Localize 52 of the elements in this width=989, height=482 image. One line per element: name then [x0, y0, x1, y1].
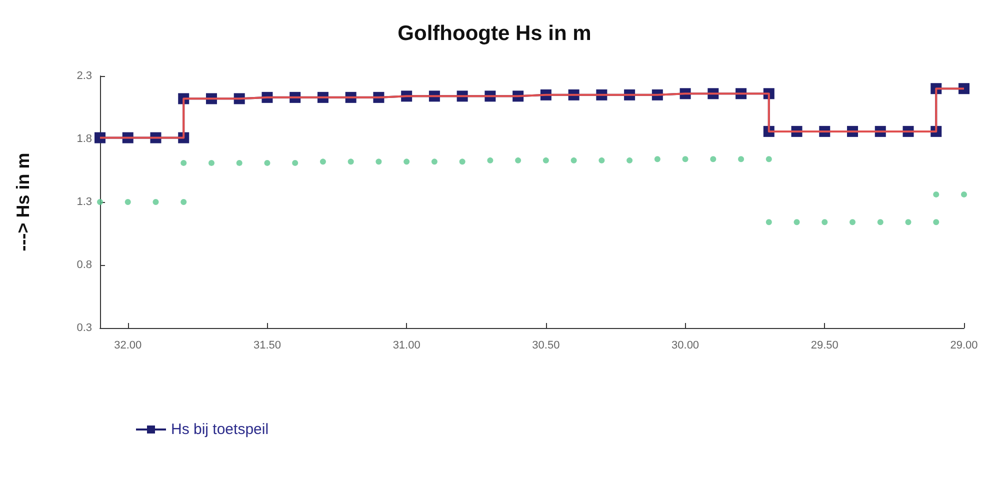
chart-title: Golfhoogte Hs in m	[398, 22, 592, 45]
point	[626, 157, 633, 164]
point	[961, 191, 967, 198]
point	[710, 156, 716, 162]
x-tick-label: 31.00	[392, 340, 420, 352]
point	[794, 219, 800, 226]
point	[766, 156, 772, 162]
point	[598, 157, 605, 164]
x-tick-label: 29.00	[950, 340, 978, 352]
x-tick-label: 30.50	[532, 340, 560, 352]
point	[152, 199, 159, 205]
x-tick-label: 30.00	[672, 340, 700, 352]
point	[682, 156, 688, 162]
point	[515, 157, 522, 164]
y-axis-title: ---> Hs in m	[13, 152, 33, 252]
point	[933, 191, 940, 198]
point	[348, 158, 354, 165]
point	[264, 160, 270, 166]
point	[236, 160, 242, 166]
point	[124, 199, 131, 205]
x-tick-label: 32.00	[114, 340, 142, 352]
y-tick-label: 1.3	[76, 196, 92, 208]
point	[487, 157, 494, 164]
point	[766, 219, 772, 226]
point	[570, 157, 577, 164]
y-tick-label: 0.3	[76, 322, 92, 334]
x-tick-label: 31.50	[253, 340, 281, 352]
point	[933, 219, 940, 226]
point	[542, 157, 549, 164]
point	[376, 158, 382, 165]
y-tick-label: 1.8	[76, 133, 92, 145]
y-tick-label: 0.8	[76, 259, 92, 271]
point	[180, 199, 187, 205]
point	[180, 160, 187, 166]
point	[877, 219, 884, 226]
x-tick-label: 29.50	[810, 340, 838, 352]
point	[905, 219, 912, 226]
point	[738, 156, 744, 162]
point	[850, 219, 856, 226]
y-tick-label: 2.3	[76, 70, 92, 82]
point	[208, 160, 214, 166]
point	[320, 158, 326, 165]
point	[459, 158, 466, 165]
point	[97, 199, 103, 205]
point	[292, 160, 298, 166]
point	[958, 83, 970, 94]
point	[404, 158, 410, 165]
point	[654, 156, 660, 162]
point	[94, 132, 106, 144]
point	[822, 219, 828, 226]
point	[431, 158, 438, 165]
legend-label: Hs bij toetspeil	[171, 421, 269, 438]
